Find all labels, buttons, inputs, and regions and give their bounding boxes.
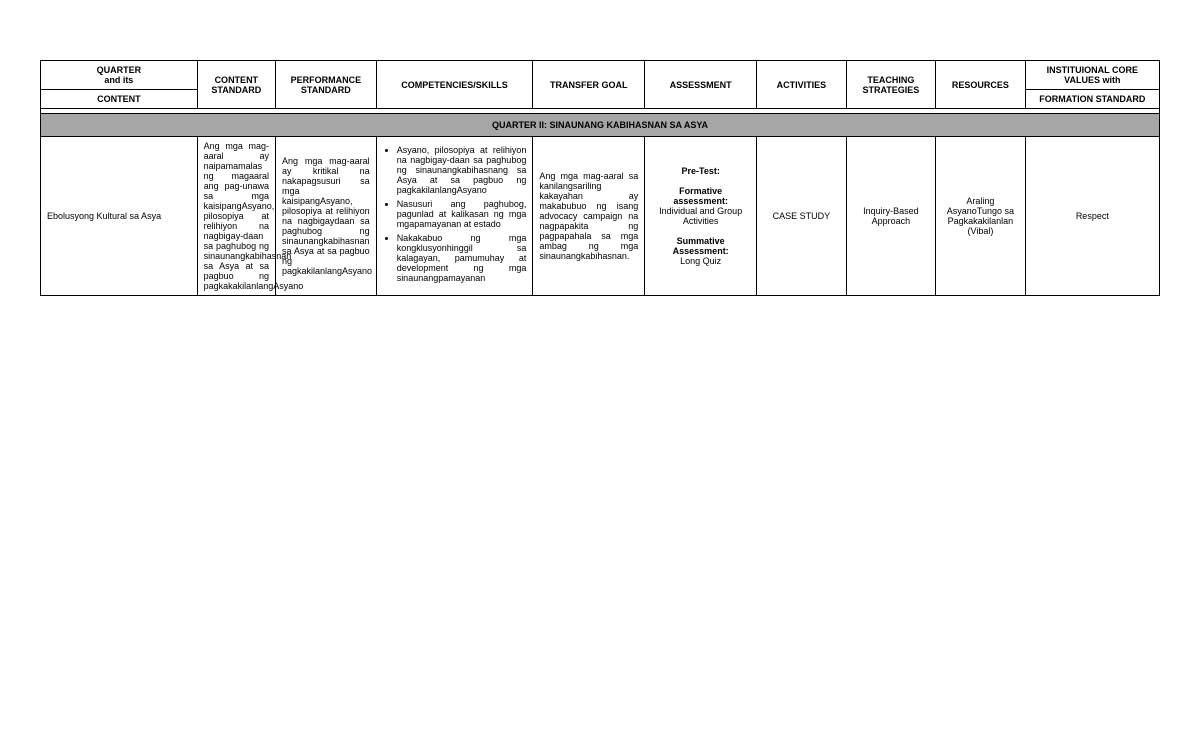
- summative-label: Summative Assessment:: [673, 236, 729, 256]
- cell-resources: Araling AsyanoTungo sa Pagkakakilanlan (…: [936, 137, 1026, 296]
- header-content: CONTENT: [41, 90, 198, 109]
- header-quarter: QUARTER and its: [41, 61, 198, 90]
- cell-competencies: Asyano, pilosopiya at relihiyon na nagbi…: [376, 137, 533, 296]
- cell-assessment: Pre-Test: Formative assessment: Individu…: [645, 137, 757, 296]
- formative-text: Individual and Group Activities: [651, 206, 750, 226]
- summative-text: Long Quiz: [651, 256, 750, 266]
- header-activities: ACTIVITIES: [757, 61, 847, 109]
- pretest-label: Pre-Test:: [682, 166, 720, 176]
- curriculum-table: QUARTER and its CONTENT STANDARD PERFORM…: [40, 60, 1160, 296]
- header-core-values-top: INSTITUIONAL CORE VALUES with: [1025, 61, 1159, 90]
- header-core-values-bottom: FORMATION STANDARD: [1025, 90, 1159, 109]
- competency-item: Nakakabuo ng mga kongklusyonhinggil sa k…: [397, 233, 527, 283]
- formative-label: Formative assessment:: [673, 186, 728, 206]
- header-competencies: COMPETENCIES/SKILLS: [376, 61, 533, 109]
- cell-performance-standard: Ang mga mag-aaral ay kritikal na nakapag…: [275, 137, 376, 296]
- section-row: QUARTER II: SINAUNANG KABIHASNAN SA ASYA: [41, 114, 1160, 137]
- cell-content: Ebolusyong Kultural sa Asya: [41, 137, 198, 296]
- header-content-standard: CONTENT STANDARD: [197, 61, 275, 109]
- cell-activities: CASE STUDY: [757, 137, 847, 296]
- header-assessment: ASSESSMENT: [645, 61, 757, 109]
- competency-item: Nasusuri ang paghubog, pagunlad at kalik…: [397, 199, 527, 229]
- competency-item: Asyano, pilosopiya at relihiyon na nagbi…: [397, 145, 527, 195]
- header-transfer-goal: TRANSFER GOAL: [533, 61, 645, 109]
- section-title: QUARTER II: SINAUNANG KABIHASNAN SA ASYA: [41, 114, 1160, 137]
- header-row-1: QUARTER and its CONTENT STANDARD PERFORM…: [41, 61, 1160, 90]
- cell-teaching-strategies: Inquiry-Based Approach: [846, 137, 936, 296]
- header-resources: RESOURCES: [936, 61, 1026, 109]
- header-performance-standard: PERFORMANCE STANDARD: [275, 61, 376, 109]
- header-teaching-strategies: TEACHING STRATEGIES: [846, 61, 936, 109]
- cell-content-standard: Ang mga mag-aaral ay naipamamalas ng mag…: [197, 137, 275, 296]
- cell-transfer-goal: Ang mga mag-aaral sa kanilangsariling ka…: [533, 137, 645, 296]
- table-row: Ebolusyong Kultural sa Asya Ang mga mag-…: [41, 137, 1160, 296]
- cell-core-values: Respect: [1025, 137, 1159, 296]
